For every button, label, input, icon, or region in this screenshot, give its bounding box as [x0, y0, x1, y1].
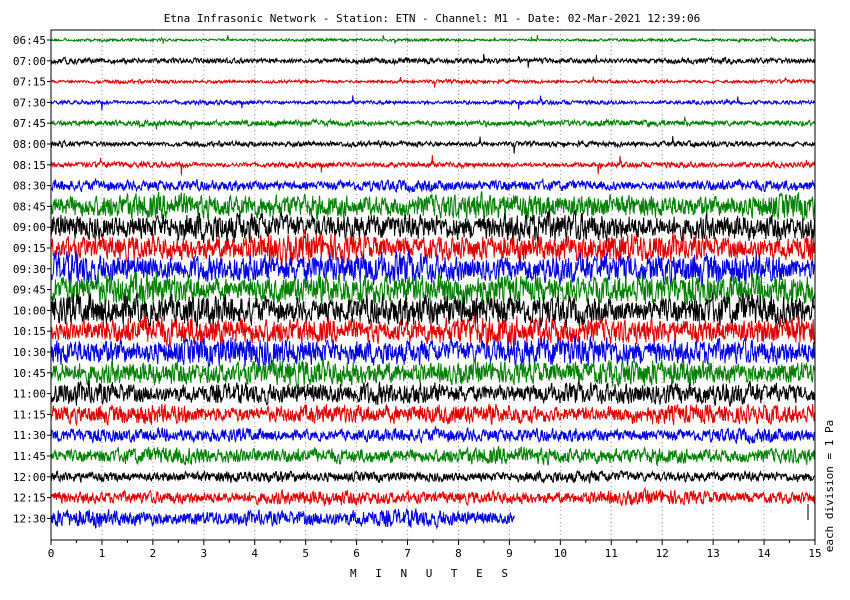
x-tick-label-0: 0: [48, 547, 55, 560]
x-tick-label-5: 5: [302, 547, 309, 560]
trace-1230: [50, 508, 515, 530]
row-time-label: 08:15: [13, 159, 46, 172]
trace-0945: [50, 271, 816, 307]
x-tick-label-10: 10: [554, 547, 567, 560]
trace-0815: [50, 155, 816, 176]
chart-title: Etna Infrasonic Network - Station: ETN -…: [164, 12, 700, 25]
trace-0900: [50, 209, 816, 244]
x-tick-label-15: 15: [808, 547, 821, 560]
trace-1015: [50, 315, 816, 350]
trace-0930: [50, 250, 816, 287]
row-time-label: 12:30: [13, 512, 46, 525]
row-time-label: 09:15: [13, 242, 46, 255]
x-tick-label-12: 12: [656, 547, 669, 560]
x-tick-label-9: 9: [506, 547, 513, 560]
row-time-label: 10:00: [13, 304, 46, 317]
x-tick-label-7: 7: [404, 547, 411, 560]
row-time-label: 09:45: [13, 284, 46, 297]
row-time-label: 11:00: [13, 388, 46, 401]
row-time-label: 08:30: [13, 180, 46, 193]
x-axis-label: M I N U T E S: [350, 567, 514, 580]
row-time-label: 10:45: [13, 367, 46, 380]
x-tick-label-2: 2: [150, 547, 157, 560]
row-time-label: 06:45: [13, 34, 46, 47]
row-time-label: 11:30: [13, 429, 46, 442]
trace-0745: [50, 116, 816, 130]
row-time-label: 07:30: [13, 96, 46, 109]
x-tick-label-8: 8: [455, 547, 462, 560]
row-time-label: 07:15: [13, 76, 46, 89]
trace-1045: [50, 357, 816, 390]
x-tick-label-1: 1: [99, 547, 106, 560]
x-tick-label-3: 3: [200, 547, 207, 560]
trace-1130: [50, 425, 816, 444]
row-time-label: 10:30: [13, 346, 46, 359]
x-axis-ticks: 0 1 2 3 4 5 6 7 8 9 10 11 12 13 14 15: [48, 540, 822, 560]
row-time-label: 12:15: [13, 492, 46, 505]
trace-1100: [50, 379, 816, 407]
scale-label: each division = 1 Pa: [823, 420, 836, 552]
x-tick-label-4: 4: [251, 547, 258, 560]
traces: [50, 35, 816, 530]
x-tick-label-14: 14: [757, 547, 771, 560]
row-time-labels: 06:45 07:00 07:15 07:30 07:45 08:00 08:15 08:30…: [13, 34, 51, 525]
trace-0700: [50, 53, 816, 68]
trace-0730: [50, 95, 816, 111]
row-time-label: 08:45: [13, 200, 46, 213]
row-time-label: 07:45: [13, 117, 46, 130]
trace-1000: [50, 292, 816, 328]
row-time-label: 11:15: [13, 408, 46, 421]
x-tick-label-11: 11: [605, 547, 618, 560]
row-time-label: 08:00: [13, 138, 46, 151]
row-time-label: 09:30: [13, 263, 46, 276]
x-tick-label-6: 6: [353, 547, 360, 560]
row-time-label: 09:00: [13, 221, 46, 234]
trace-1215: [50, 486, 816, 507]
trace-1200: [50, 469, 816, 484]
trace-0800: [50, 136, 816, 154]
row-time-label: 11:45: [13, 450, 46, 463]
trace-1145: [50, 446, 816, 467]
row-time-label: 12:00: [13, 471, 46, 484]
trace-0845: [50, 191, 816, 222]
row-time-label: 07:00: [13, 55, 46, 68]
trace-0645: [50, 35, 816, 44]
x-tick-label-13: 13: [707, 547, 720, 560]
trace-0915: [50, 229, 816, 266]
trace-0830: [50, 177, 816, 194]
row-time-label: 10:15: [13, 325, 46, 338]
trace-0715: [51, 76, 816, 88]
trace-1030: [50, 335, 816, 369]
trace-1115: [50, 403, 816, 427]
